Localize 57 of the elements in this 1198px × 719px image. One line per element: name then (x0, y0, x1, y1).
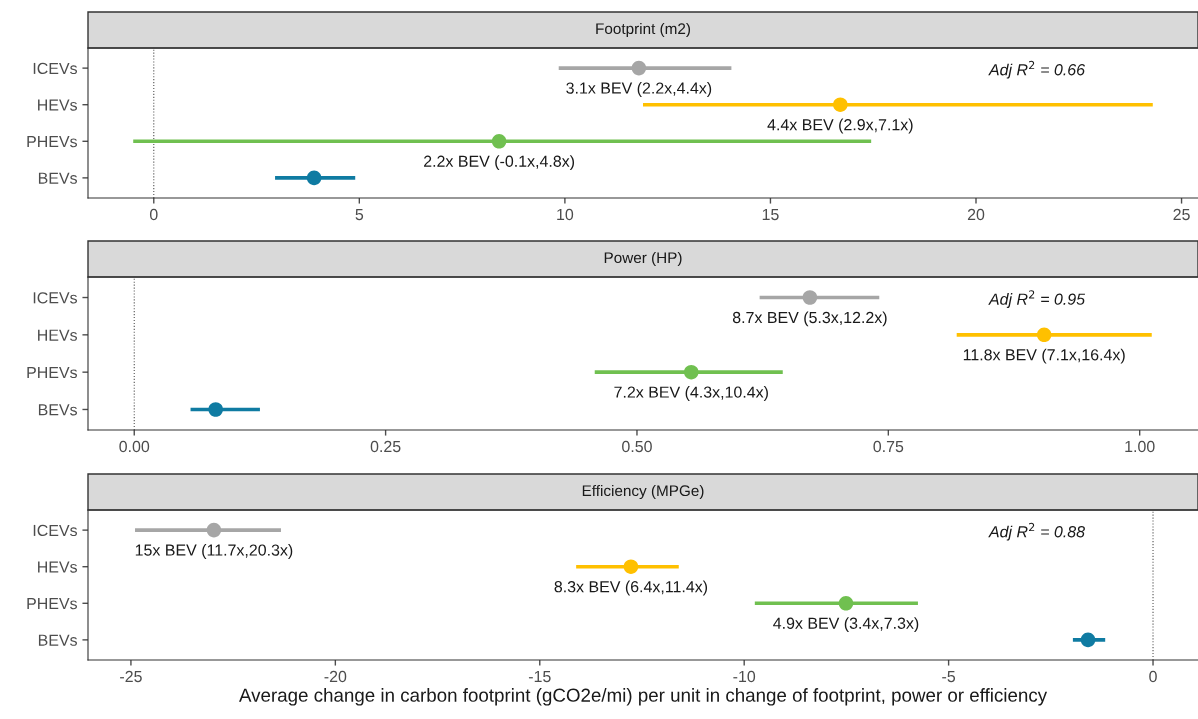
point (683, 364, 699, 380)
x-tick-label: 15 (762, 209, 779, 221)
x-tick-label: -5 (942, 671, 956, 683)
point (838, 596, 854, 611)
point (206, 522, 222, 538)
point (833, 97, 848, 112)
x-tick-label: -15 (528, 671, 551, 683)
annotation: 11.8x BEV (7.1x,16.4x) (963, 348, 1125, 364)
x-tick-label: -25 (120, 670, 142, 683)
point (802, 290, 818, 305)
x-tick-label: -10 (733, 670, 756, 683)
annotation: 4.4x BEV (2.9x,7.1x) (767, 118, 913, 134)
annotation: 3.1x BEV (2.2x,4.4x) (566, 82, 712, 97)
point (491, 134, 507, 149)
annotation: 15x BEV (11.7x,20.3x) (135, 544, 293, 559)
y-tick-label: BEVs (38, 172, 77, 184)
x-tick-label: 20 (967, 208, 985, 221)
y-tick-label: ICEVs (33, 62, 78, 75)
x-axis-title: Average change in carbon footprint (gCO2e/mi) per unit in change of footprint, power or efficiency (239, 688, 1048, 706)
annotation: Adj R$^{2}$ = 0.88 (988, 522, 1085, 541)
y-tick-label: BEVs (38, 404, 77, 416)
x-tick-label: 1.00 (1125, 440, 1155, 453)
y-tick-label: ICEVs (33, 524, 78, 537)
y-tick-label: PHEVs (27, 136, 77, 148)
annotation: 7.2x BEV (4.3x,10.4x) (614, 386, 768, 401)
x-tick-label: 0 (1149, 670, 1157, 683)
annotation: 2.2x BEV (-0.1x,4.8x) (424, 155, 575, 171)
chart-title: Power (HP) (604, 251, 682, 267)
x-tick-label: 5 (355, 209, 364, 221)
x-tick-label: 10 (557, 208, 574, 221)
x-tick-label: 0 (149, 208, 158, 221)
chart-title: Efficiency (MPGe) (582, 484, 704, 500)
annotation: Adj R$^{2}$ = 0.66 (988, 60, 1086, 79)
y-tick-label: HEVs (38, 99, 78, 111)
y-tick-label: ICEVs (33, 292, 78, 304)
point (1036, 327, 1052, 343)
x-tick-label: 0.00 (119, 440, 150, 453)
chart-title: Footprint (m2) (596, 22, 691, 38)
y-tick-label: PHEVs (27, 366, 77, 379)
point (623, 559, 639, 574)
annotation: Adj R$^{2}$ = 0.95 (988, 290, 1086, 308)
x-tick-label: 0.75 (873, 440, 904, 453)
x-tick-label: -20 (324, 670, 347, 683)
y-tick-label: PHEVs (27, 598, 77, 610)
x-tick-label: 0.25 (370, 440, 401, 453)
point (306, 170, 322, 186)
y-tick-label: BEVs (38, 634, 77, 646)
annotation: 8.3x BEV (6.4x,11.4x) (554, 580, 708, 596)
y-tick-label: HEVs (38, 329, 78, 341)
point (1080, 632, 1096, 648)
point (208, 402, 223, 417)
x-tick-label: 0.50 (622, 440, 652, 453)
y-tick-label: HEVs (38, 561, 78, 573)
annotation: 8.7x BEV (5.3x,12.2x) (732, 311, 887, 327)
x-tick-label: 25 (1173, 208, 1190, 221)
point (631, 60, 647, 76)
annotation: 4.9x BEV (3.4x,7.3x) (773, 617, 919, 633)
